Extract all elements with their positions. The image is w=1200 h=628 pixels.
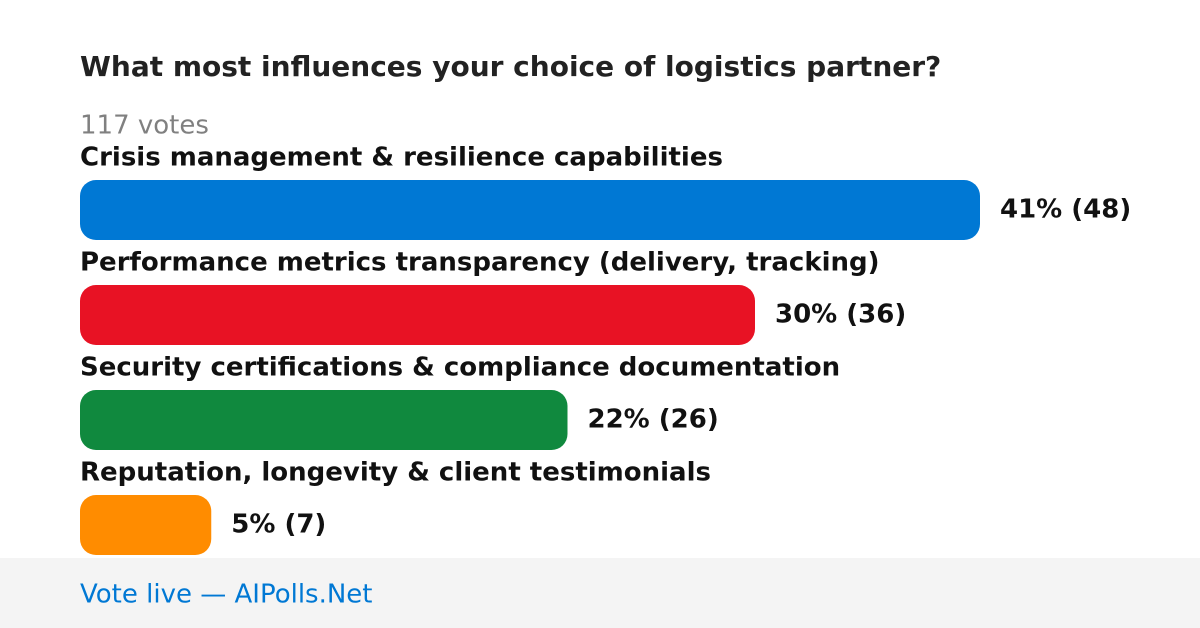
option-label: Performance metrics transparency (delive…	[80, 248, 880, 278]
value-label: 41% (48)	[1000, 195, 1131, 225]
poll-title: What most influences your choice of logi…	[80, 50, 941, 83]
option-label: Crisis management & resilience capabilit…	[80, 143, 723, 173]
vote-count: 117 votes	[80, 111, 209, 141]
bar	[80, 390, 568, 450]
footer-band	[0, 558, 1200, 628]
bar	[80, 495, 212, 555]
bar	[80, 180, 980, 240]
footer-link[interactable]: Vote live — AIPolls.Net	[80, 580, 373, 610]
option-label: Reputation, longevity & client testimoni…	[80, 458, 711, 488]
value-label: 22% (26)	[588, 405, 719, 435]
value-label: 5% (7)	[231, 510, 326, 540]
bar	[80, 285, 755, 345]
option-label: Security certifications & compliance doc…	[80, 353, 840, 383]
value-label: 30% (36)	[775, 300, 906, 330]
